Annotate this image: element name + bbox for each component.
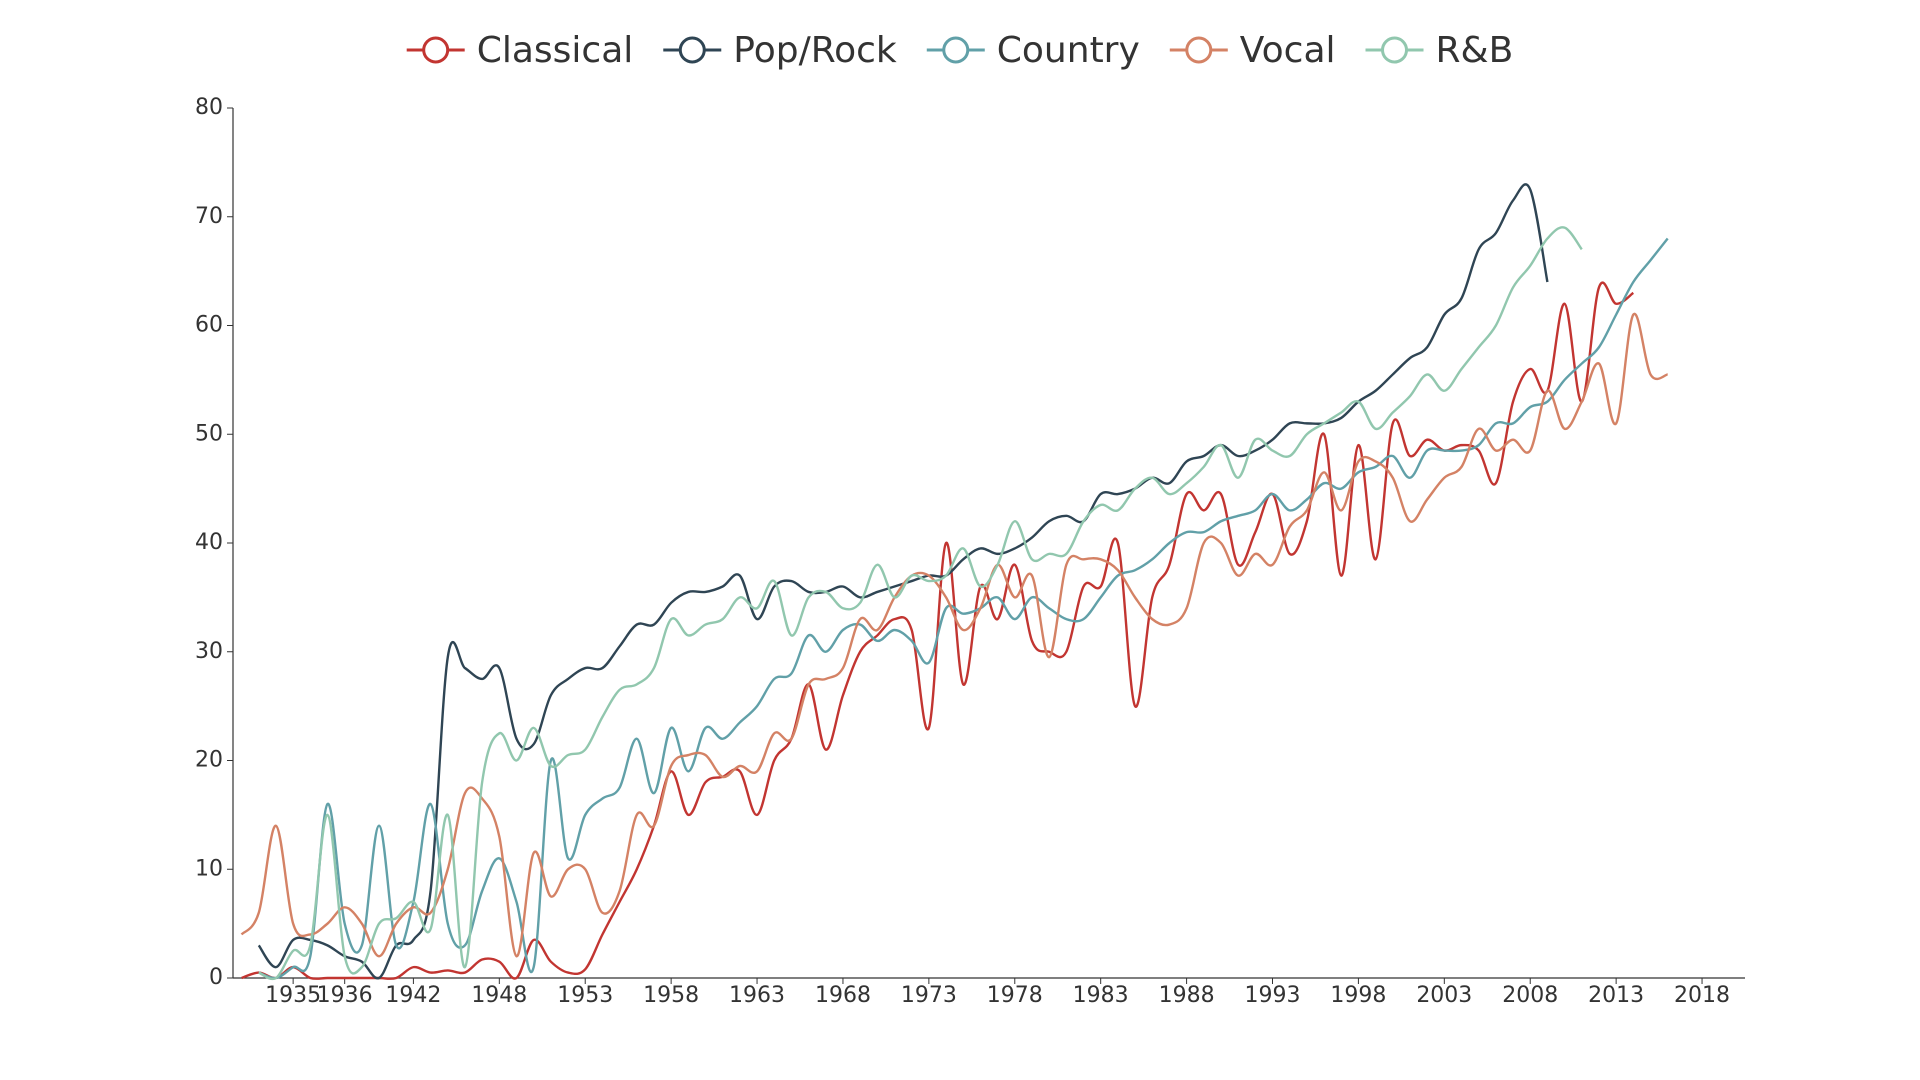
legend-marker (1381, 36, 1409, 64)
legend-label: R&B (1436, 30, 1514, 71)
legend-marker (422, 36, 450, 64)
series-line (258, 226, 1583, 981)
y-tick-label: 80 (195, 95, 223, 120)
series-line (257, 183, 1549, 980)
y-tick-label: 30 (195, 639, 223, 664)
legend-item: Pop/Rock (663, 30, 897, 71)
x-tick-label: 2018 (1674, 983, 1730, 1008)
y-tick-label: 70 (195, 204, 223, 229)
x-tick-label: 1936 (317, 983, 373, 1008)
y-tick-label: 10 (195, 856, 223, 881)
legend-item: R&B (1365, 30, 1514, 71)
x-tick-label: 1988 (1159, 983, 1215, 1008)
y-tick-label: 40 (195, 530, 223, 555)
x-tick-label: 2008 (1502, 983, 1558, 1008)
x-tick-label: 1968 (815, 983, 871, 1008)
x-tick-label: 1953 (557, 983, 613, 1008)
legend-item: Vocal (1169, 30, 1336, 71)
legend-item: Country (926, 30, 1140, 71)
y-tick-label: 20 (195, 748, 223, 773)
x-tick-label: 1978 (987, 983, 1043, 1008)
x-tick-label: 2003 (1416, 983, 1472, 1008)
x-tick-label: 1942 (385, 983, 441, 1008)
legend-marker (678, 36, 706, 64)
y-tick-label: 60 (195, 313, 223, 338)
series-line (241, 281, 1635, 981)
x-tick-label: 1935 (265, 983, 321, 1008)
x-tick-label: 1948 (471, 983, 527, 1008)
x-tick-label: 1983 (1073, 983, 1129, 1008)
x-tick-label: 1963 (729, 983, 785, 1008)
x-tick-label: 1958 (643, 983, 699, 1008)
x-tick-label: 1973 (901, 983, 957, 1008)
series-line (258, 237, 1669, 980)
legend-marker (1185, 36, 1213, 64)
legend-label: Country (997, 30, 1140, 71)
legend-label: Classical (477, 30, 634, 71)
x-tick-label: 1993 (1245, 983, 1301, 1008)
x-tick-label: 1998 (1330, 983, 1386, 1008)
legend-label: Pop/Rock (733, 30, 897, 71)
legend-marker (942, 36, 970, 64)
legend: Classical Pop/Rock Country Vocal R&B (406, 30, 1514, 71)
y-tick-label: 0 (209, 965, 223, 990)
y-tick-label: 50 (195, 421, 223, 446)
legend-label: Vocal (1240, 30, 1336, 71)
x-tick-label: 2013 (1588, 983, 1644, 1008)
series-line (240, 312, 1669, 958)
legend-item: Classical (406, 30, 634, 71)
